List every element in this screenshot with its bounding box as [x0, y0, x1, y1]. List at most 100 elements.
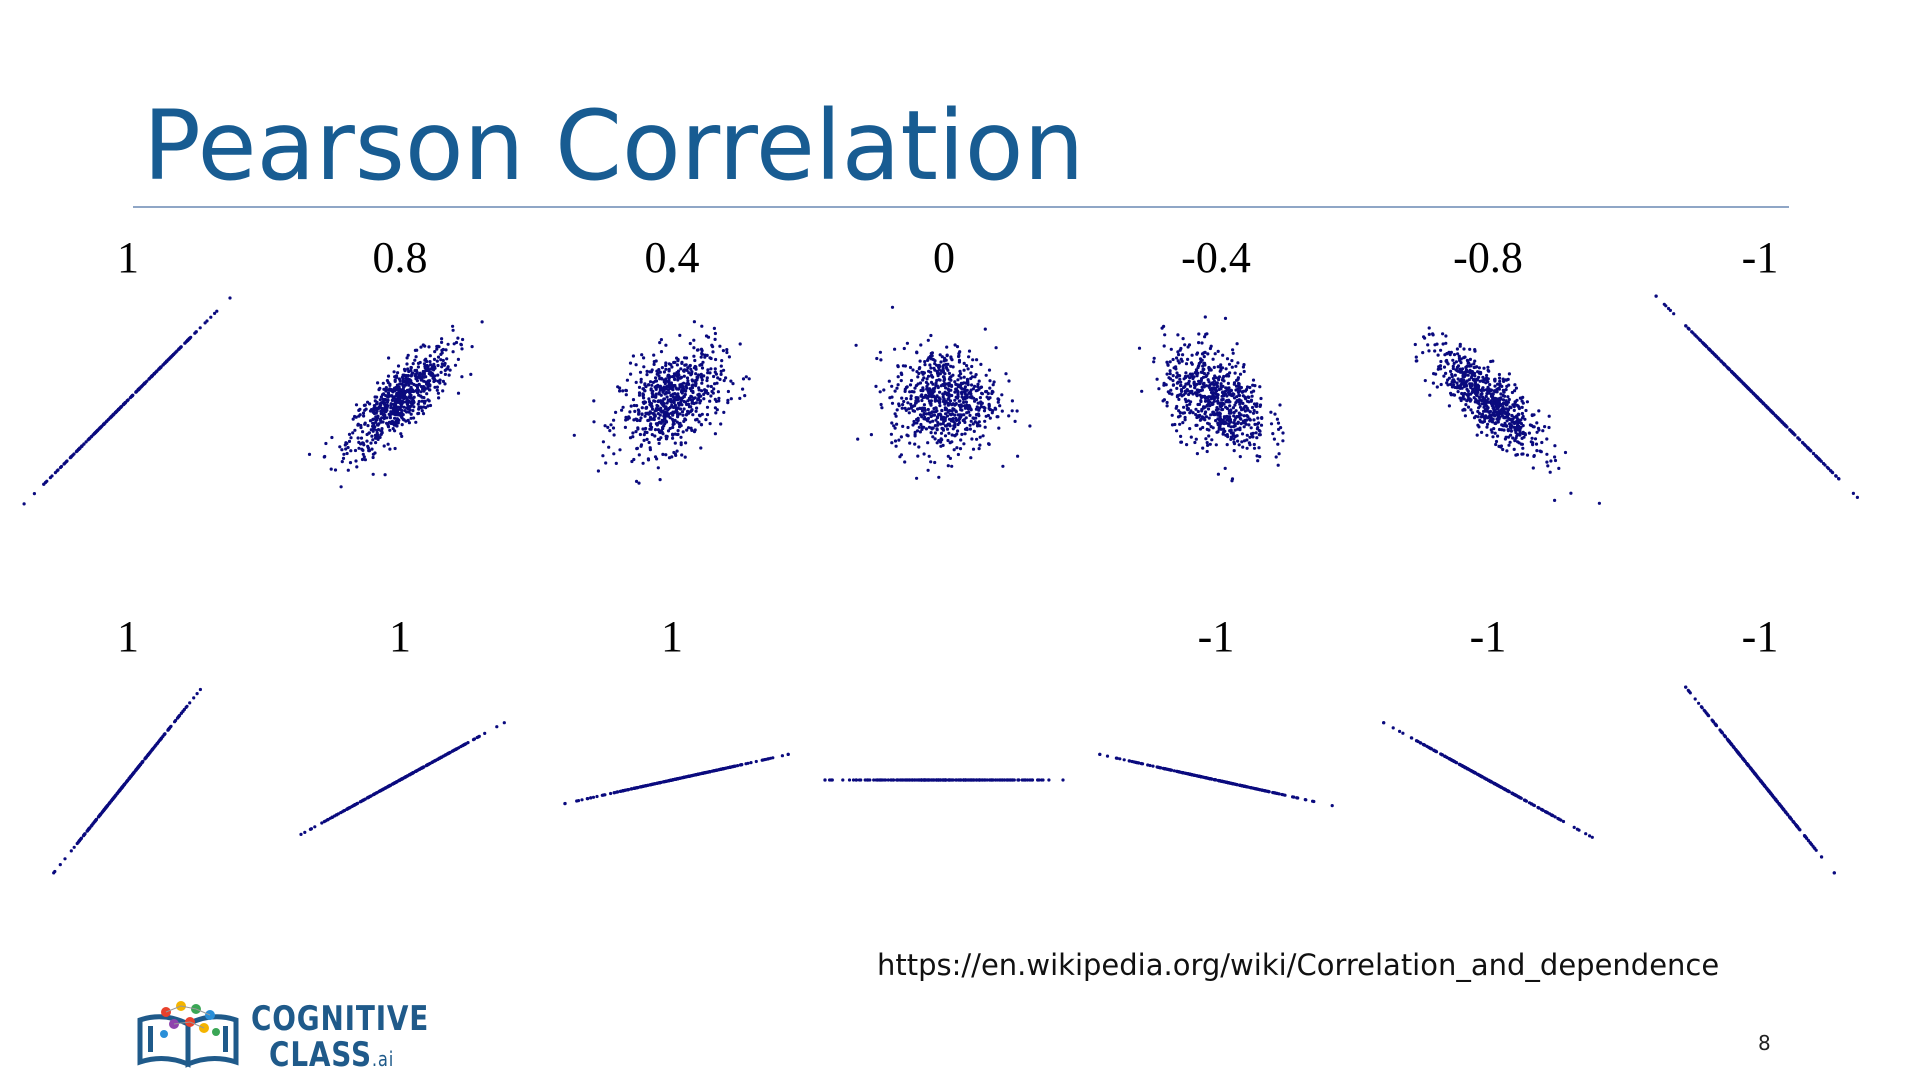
- data-point: [694, 372, 698, 376]
- data-point: [982, 409, 987, 413]
- data-point: [1200, 388, 1204, 392]
- data-point: [969, 392, 973, 396]
- data-point: [1224, 421, 1228, 425]
- data-point: [1791, 431, 1796, 436]
- data-point: [444, 348, 448, 352]
- data-point: [1230, 365, 1234, 369]
- data-point: [1244, 388, 1249, 392]
- data-point: [90, 823, 94, 827]
- data-point: [1501, 401, 1506, 405]
- data-point: [422, 396, 426, 400]
- data-point: [1203, 405, 1207, 409]
- data-point: [1255, 422, 1259, 426]
- data-point: [910, 405, 914, 409]
- data-point: [1532, 454, 1536, 458]
- data-point: [1720, 360, 1724, 364]
- data-point: [1166, 363, 1170, 367]
- data-point: [368, 794, 372, 798]
- data-point: [1441, 332, 1445, 336]
- data-point: [896, 383, 900, 387]
- data-point: [1505, 424, 1509, 428]
- data-point: [1193, 371, 1197, 375]
- data-point: [346, 468, 350, 472]
- data-point: [1168, 372, 1172, 376]
- data-point: [70, 454, 74, 458]
- data-point: [138, 762, 142, 767]
- data-point: [417, 382, 421, 386]
- data-point: [1811, 451, 1816, 456]
- data-point: [1477, 406, 1481, 410]
- data-point: [741, 377, 746, 381]
- data-point: [962, 413, 966, 417]
- data-point: [1225, 394, 1229, 398]
- data-point: [856, 437, 860, 441]
- data-point: [969, 371, 973, 375]
- data-point: [137, 387, 141, 391]
- data-point: [371, 438, 375, 442]
- data-point: [388, 416, 392, 420]
- data-point: [1531, 441, 1535, 445]
- data-point: [456, 391, 461, 395]
- data-point: [708, 371, 712, 375]
- data-point: [1271, 432, 1275, 436]
- data-point: [916, 375, 920, 379]
- data-point: [416, 402, 420, 406]
- data-point: [702, 397, 706, 401]
- data-point: [679, 390, 684, 394]
- data-point: [982, 405, 986, 409]
- data-point: [1233, 435, 1237, 439]
- data-point: [950, 433, 954, 437]
- data-point: [1276, 442, 1280, 446]
- data-point: [940, 408, 944, 413]
- data-point: [943, 390, 947, 394]
- data-point: [941, 428, 946, 432]
- data-point: [1481, 375, 1485, 379]
- data-point: [671, 425, 675, 430]
- data-point: [909, 378, 914, 383]
- data-point: [1219, 387, 1223, 391]
- data-point: [1451, 364, 1455, 368]
- data-point: [691, 413, 695, 417]
- data-point: [1198, 418, 1202, 422]
- data-point: [962, 390, 966, 394]
- data-point: [657, 416, 661, 420]
- data-point: [878, 350, 883, 354]
- data-point: [711, 345, 715, 349]
- data-point: [923, 415, 927, 420]
- data-point: [1232, 449, 1236, 453]
- data-point: [1476, 415, 1480, 419]
- data-point: [1235, 395, 1239, 399]
- data-point: [1222, 374, 1226, 379]
- data-point: [975, 388, 980, 392]
- data-point: [647, 400, 652, 404]
- data-point: [675, 412, 680, 416]
- data-point: [419, 406, 423, 410]
- data-point: [1744, 384, 1748, 388]
- data-point: [697, 413, 702, 417]
- data-point: [1236, 390, 1240, 394]
- data-point: [409, 416, 413, 420]
- data-point: [1488, 383, 1492, 387]
- data-point: [921, 378, 925, 382]
- data-point: [1458, 379, 1462, 383]
- data-point: [674, 777, 678, 781]
- data-point: [102, 422, 106, 426]
- data-point: [929, 460, 933, 464]
- data-point: [354, 415, 358, 419]
- data-point: [1004, 372, 1008, 376]
- data-point: [1450, 385, 1454, 389]
- data-point: [945, 345, 949, 349]
- data-point: [412, 416, 416, 420]
- data-point: [685, 368, 689, 372]
- data-point: [1696, 336, 1700, 340]
- data-point: [1504, 378, 1508, 382]
- data-point: [1001, 464, 1005, 468]
- scatter-points: [1413, 326, 1601, 505]
- data-point: [725, 766, 729, 770]
- data-point: [899, 379, 903, 383]
- data-point: [403, 369, 407, 373]
- data-point: [1548, 470, 1552, 474]
- data-point: [410, 403, 414, 407]
- data-point: [665, 437, 669, 441]
- data-point: [889, 432, 894, 436]
